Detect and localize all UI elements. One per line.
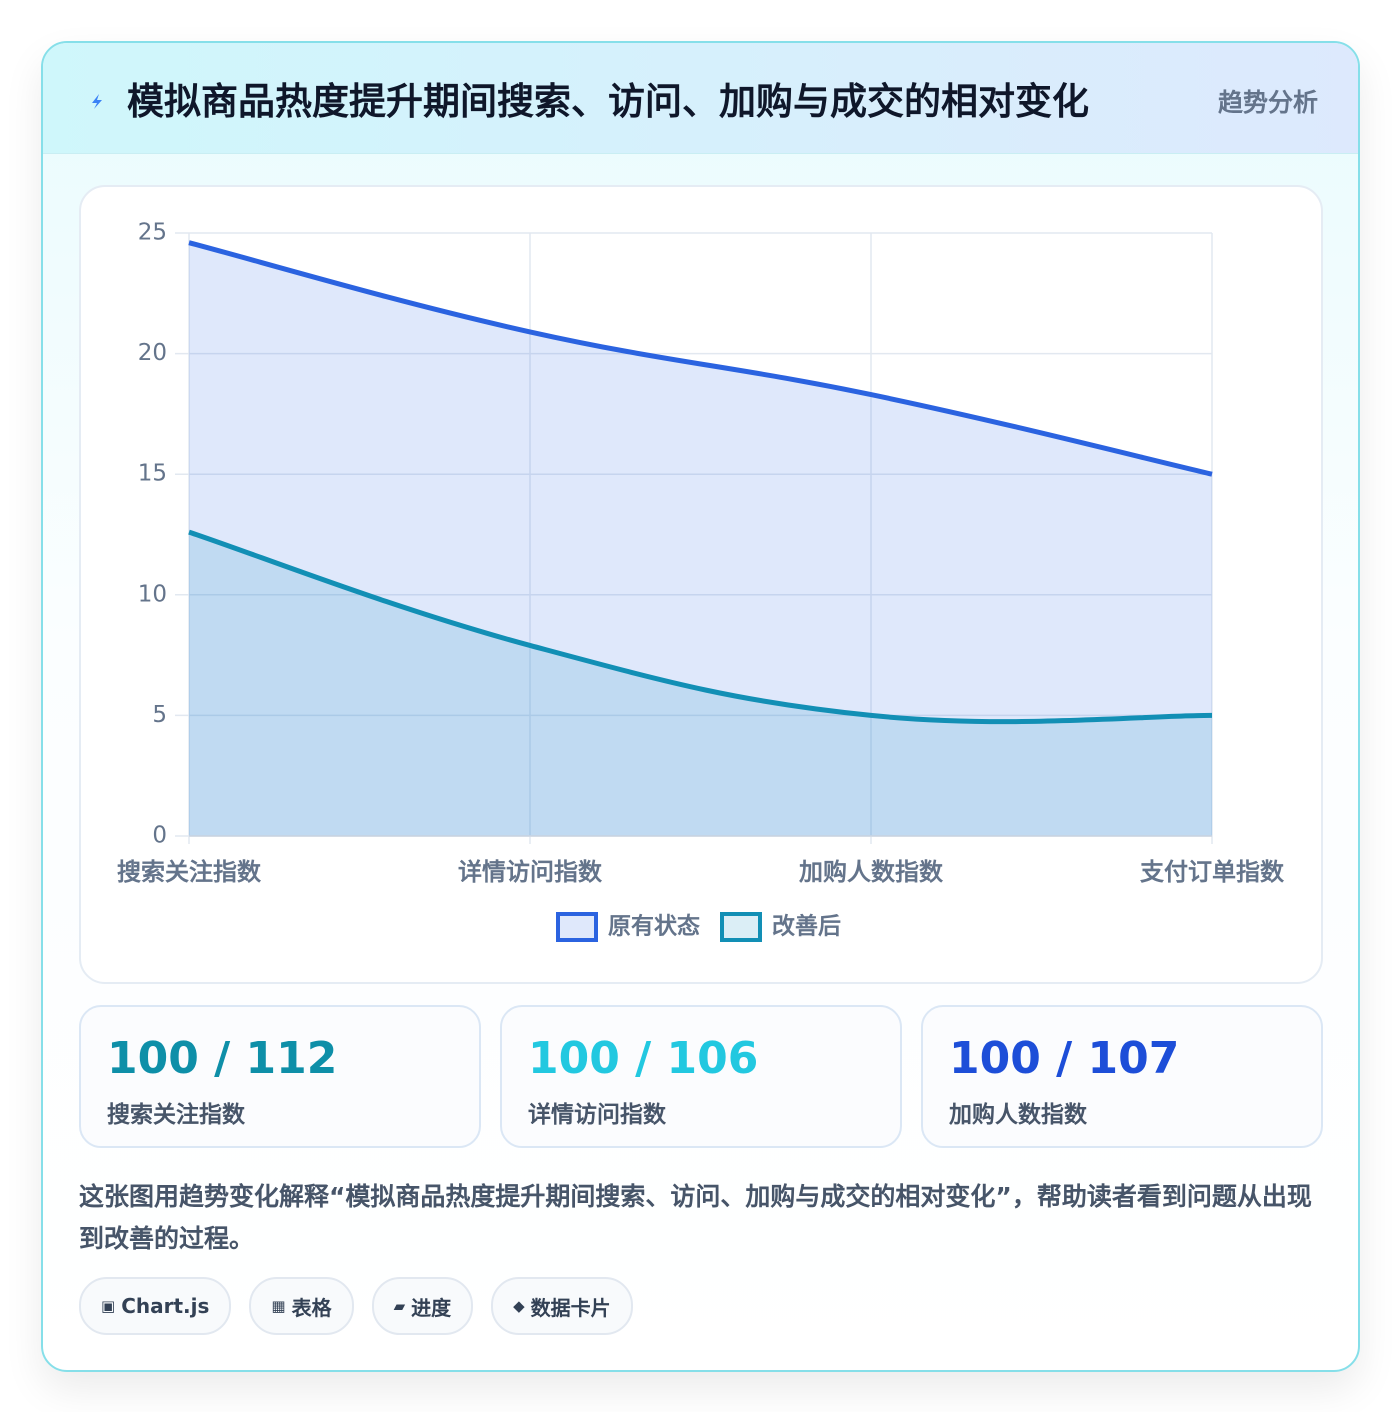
- area: [189, 532, 1212, 836]
- description: 这张图用趋势变化解释“模拟商品热度提升期间搜索、访问、加购与成交的相对变化”，帮…: [79, 1182, 1312, 1253]
- y-tick-label: 10: [138, 581, 167, 607]
- title: 模拟商品热度提升期间搜索、访问、加购与成交的相对变化: [127, 80, 1089, 123]
- tag-icon: ◆: [513, 1297, 525, 1315]
- y-tick-label: 0: [152, 823, 167, 849]
- header: 模拟商品热度提升期间搜索、访问、加购与成交的相对变化 趋势分析: [43, 43, 1358, 154]
- tag: ▣ Chart.js: [79, 1277, 232, 1335]
- x-tick-label: 加购人数指数: [799, 858, 944, 886]
- tags: ▣ Chart.js ▦ 表格 ▰ 进度 ◆ 数据卡片: [79, 1277, 633, 1335]
- tag-text: 表格: [291, 1295, 332, 1320]
- stat-card: 100 / 112 搜索关注指数: [79, 1005, 481, 1148]
- stat-value: 100 / 112: [107, 1033, 338, 1084]
- legend-swatch: [720, 912, 762, 942]
- tag-icon: ▰: [393, 1297, 406, 1315]
- line: [188, 529, 1213, 725]
- tag: ▰ 进度: [371, 1277, 474, 1335]
- area: [189, 242, 1212, 836]
- y-tick-label: 5: [152, 702, 167, 728]
- tag: ▦ 表格: [249, 1277, 354, 1335]
- legend-swatch: [556, 912, 598, 942]
- x-tick-label: 详情访问指数: [458, 858, 603, 886]
- y-tick-label: 15: [138, 461, 167, 487]
- stat-value: 100 / 107: [949, 1033, 1180, 1084]
- legend-label: 改善后: [772, 913, 841, 940]
- tag-icon: ▦: [271, 1297, 286, 1315]
- tag-text: 进度: [411, 1295, 452, 1320]
- legend-label: 原有状态: [608, 913, 700, 940]
- chart-panel: 0 5 10 15 20 25 搜索关注指数 详情访问指数 加购人数指数 支付订单指数原有状态 改善…: [79, 185, 1323, 984]
- stat-label: 加购人数指数: [949, 1102, 1087, 1128]
- tag-text: Chart.js: [121, 1294, 210, 1318]
- tag-icon: ▣: [101, 1297, 116, 1315]
- stat-card: 100 / 107 加购人数指数: [921, 1005, 1323, 1148]
- stat-card: 100 / 106 详情访问指数: [500, 1005, 902, 1148]
- icon: [92, 94, 102, 109]
- y-tick-label: 20: [138, 340, 167, 366]
- stat-label: 搜索关注指数: [107, 1102, 245, 1128]
- stat-value: 100 / 106: [528, 1033, 759, 1084]
- x-tick-label: 支付订单指数: [1140, 858, 1285, 886]
- tag: ◆ 数据卡片: [491, 1277, 633, 1335]
- badge: 趋势分析: [1217, 88, 1318, 117]
- y-tick-label: 25: [138, 220, 167, 246]
- line: [188, 240, 1213, 477]
- x-tick-label: 搜索关注指数: [117, 858, 262, 886]
- tag-text: 数据卡片: [530, 1295, 611, 1320]
- stat-label: 详情访问指数: [528, 1102, 666, 1128]
